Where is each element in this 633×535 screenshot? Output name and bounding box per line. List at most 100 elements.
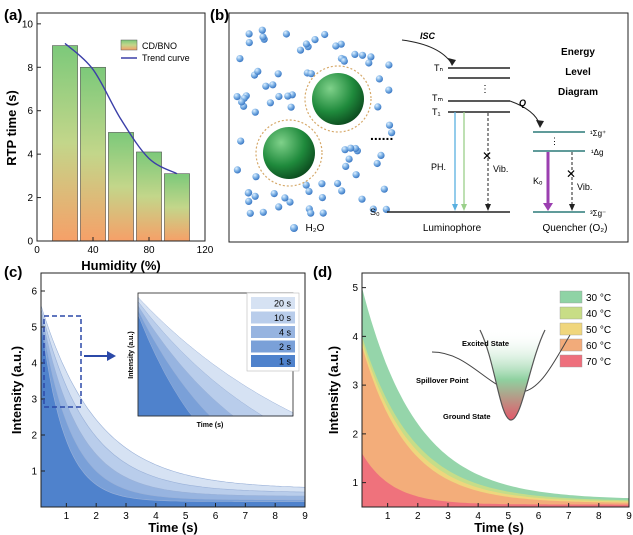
water-dot bbox=[318, 194, 326, 202]
water-dot bbox=[377, 151, 385, 159]
label-ph: PH. bbox=[431, 162, 446, 172]
ytick-label-c-1: 1 bbox=[31, 467, 37, 478]
water-dot bbox=[236, 55, 244, 63]
chart-c-inset-xlabel: Time (s) bbox=[197, 422, 224, 429]
chart-d-plot: 1 2 3 4 5 1 2 3 4 5 6 7 8 9 bbox=[352, 283, 632, 522]
energy-title: Energy Level Diagram bbox=[558, 47, 598, 98]
level-tm: Tₘ bbox=[432, 93, 443, 103]
water-dot bbox=[237, 137, 245, 145]
ytick-label-a-0: 0 bbox=[27, 237, 33, 248]
xtick-label-c-4: 4 bbox=[153, 511, 159, 522]
label-ground-state: Ground State bbox=[443, 412, 491, 421]
chart-a-xlabel: Humidity (%) bbox=[81, 258, 160, 273]
water-dot bbox=[345, 155, 353, 163]
water-dot bbox=[269, 81, 277, 89]
label-quencher: Quencher (O₂) bbox=[542, 223, 607, 234]
water-dot bbox=[302, 181, 310, 189]
water-dot bbox=[281, 194, 289, 202]
water-dot bbox=[254, 67, 262, 75]
water-dot bbox=[367, 53, 375, 61]
quencher-levels bbox=[533, 131, 585, 213]
dots-horizontal: ...... bbox=[370, 127, 393, 143]
legend-c-label-2: 4 s bbox=[279, 328, 292, 338]
water-dot bbox=[284, 92, 292, 100]
panel-c: (c) 1 2 3 4 5 6 1 2 3 4 5 6 7 8 9 Intensity (a.u.) Tim… bbox=[4, 264, 308, 535]
ytick-label-c-2: 2 bbox=[31, 431, 37, 442]
area-d-0 bbox=[362, 287, 629, 507]
xtick-label-c-7: 7 bbox=[243, 511, 249, 522]
level-tn: Tₙ bbox=[434, 63, 443, 73]
water-dot bbox=[258, 26, 266, 34]
legend-d-label-1: 40 °C bbox=[586, 309, 611, 320]
legend-c-swatch-1 bbox=[251, 311, 295, 324]
water-molecules bbox=[233, 26, 396, 232]
ytick-label-d-5: 5 bbox=[352, 283, 358, 294]
water-dot bbox=[259, 33, 267, 41]
xtick-label-c-2: 2 bbox=[93, 511, 99, 522]
water-dot bbox=[373, 159, 381, 168]
chart-c-plot: 1 2 3 4 5 6 1 2 3 4 5 6 7 8 9 bbox=[31, 287, 308, 523]
water-dot bbox=[251, 108, 259, 116]
ytick-label-a-2: 2 bbox=[27, 193, 33, 204]
label-excited-state: Excited State bbox=[462, 339, 509, 348]
legend-d: 30 °C 40 °C 50 °C 60 °C 70 °C bbox=[559, 290, 611, 368]
chart-a-frame bbox=[36, 12, 206, 242]
xtick-label-a-40: 40 bbox=[87, 245, 99, 256]
water-dot bbox=[358, 51, 367, 59]
legend-d-label-3: 60 °C bbox=[586, 341, 611, 352]
legend-c-swatch-2 bbox=[251, 326, 295, 338]
water-dot bbox=[351, 50, 359, 59]
bar-20 bbox=[52, 45, 78, 242]
svg-text:Level: Level bbox=[565, 67, 591, 78]
water-dot bbox=[296, 46, 305, 54]
label-h2o: H₂O bbox=[306, 223, 325, 234]
chart-a-plot: 0 2 4 6 8 10 0 40 80 120 bbox=[22, 19, 214, 256]
panel-d: (d) 1 2 3 4 5 1 2 3 4 5 6 7 8 9 Intensity (a.u.) Time… bbox=[313, 264, 632, 535]
legend-a-label-trend: Trend curve bbox=[142, 53, 190, 63]
legend-d-label-2: 50 °C bbox=[586, 325, 611, 336]
water-dot bbox=[337, 40, 345, 48]
xtick-label-c-9: 9 bbox=[302, 511, 308, 522]
water-dot bbox=[347, 144, 355, 152]
xtick-label-a-120: 120 bbox=[197, 245, 214, 256]
water-dot bbox=[341, 146, 349, 154]
xtick-label-c-1: 1 bbox=[64, 511, 70, 522]
xtick-label-c-6: 6 bbox=[213, 511, 219, 522]
water-dot bbox=[233, 166, 241, 174]
chart-c-ylabel: Intensity (a.u.) bbox=[9, 346, 24, 434]
xtick-label-d-3: 3 bbox=[445, 511, 451, 522]
legend-d-swatch-2 bbox=[559, 322, 583, 336]
water-dot bbox=[382, 205, 390, 213]
legend-d-swatch-1 bbox=[559, 306, 583, 320]
bar-40 bbox=[80, 66, 106, 242]
water-dot bbox=[374, 103, 382, 111]
vib-cross-2: ✕ bbox=[566, 167, 576, 181]
carbon-dot-2 bbox=[255, 119, 323, 187]
water-dot bbox=[340, 57, 348, 65]
legend-c: 20 s 10 s 4 s 2 s 1 s bbox=[246, 292, 300, 372]
bar-80 bbox=[136, 151, 162, 242]
svg-text:Energy: Energy bbox=[561, 47, 595, 58]
panel-d-label: (d) bbox=[313, 264, 332, 281]
xtick-label-d-9: 9 bbox=[626, 511, 632, 522]
level-sigma-g-minus: ³Σg⁻ bbox=[590, 209, 606, 218]
label-isc: ISC bbox=[420, 31, 436, 41]
chart-c-xlabel: Time (s) bbox=[148, 520, 198, 535]
water-dot bbox=[388, 129, 396, 137]
area-d-2 bbox=[362, 341, 629, 507]
water-dot bbox=[307, 70, 315, 78]
water-dot bbox=[245, 197, 253, 205]
water-dot bbox=[274, 70, 282, 78]
ytick-label-c-4: 4 bbox=[31, 359, 37, 370]
water-dot bbox=[270, 190, 278, 198]
water-dot bbox=[375, 75, 383, 83]
water-dot bbox=[385, 121, 394, 129]
dots-vertical-2: ⋮ bbox=[550, 136, 559, 146]
ground-state-well bbox=[480, 330, 545, 420]
xtick-label-a-80: 80 bbox=[143, 245, 155, 256]
chart-d-ylabel: Intensity (a.u.) bbox=[326, 346, 341, 434]
legend-c-swatch-0 bbox=[251, 297, 295, 309]
water-dot bbox=[282, 30, 290, 38]
level-delta-g: ¹Δg bbox=[591, 148, 603, 157]
